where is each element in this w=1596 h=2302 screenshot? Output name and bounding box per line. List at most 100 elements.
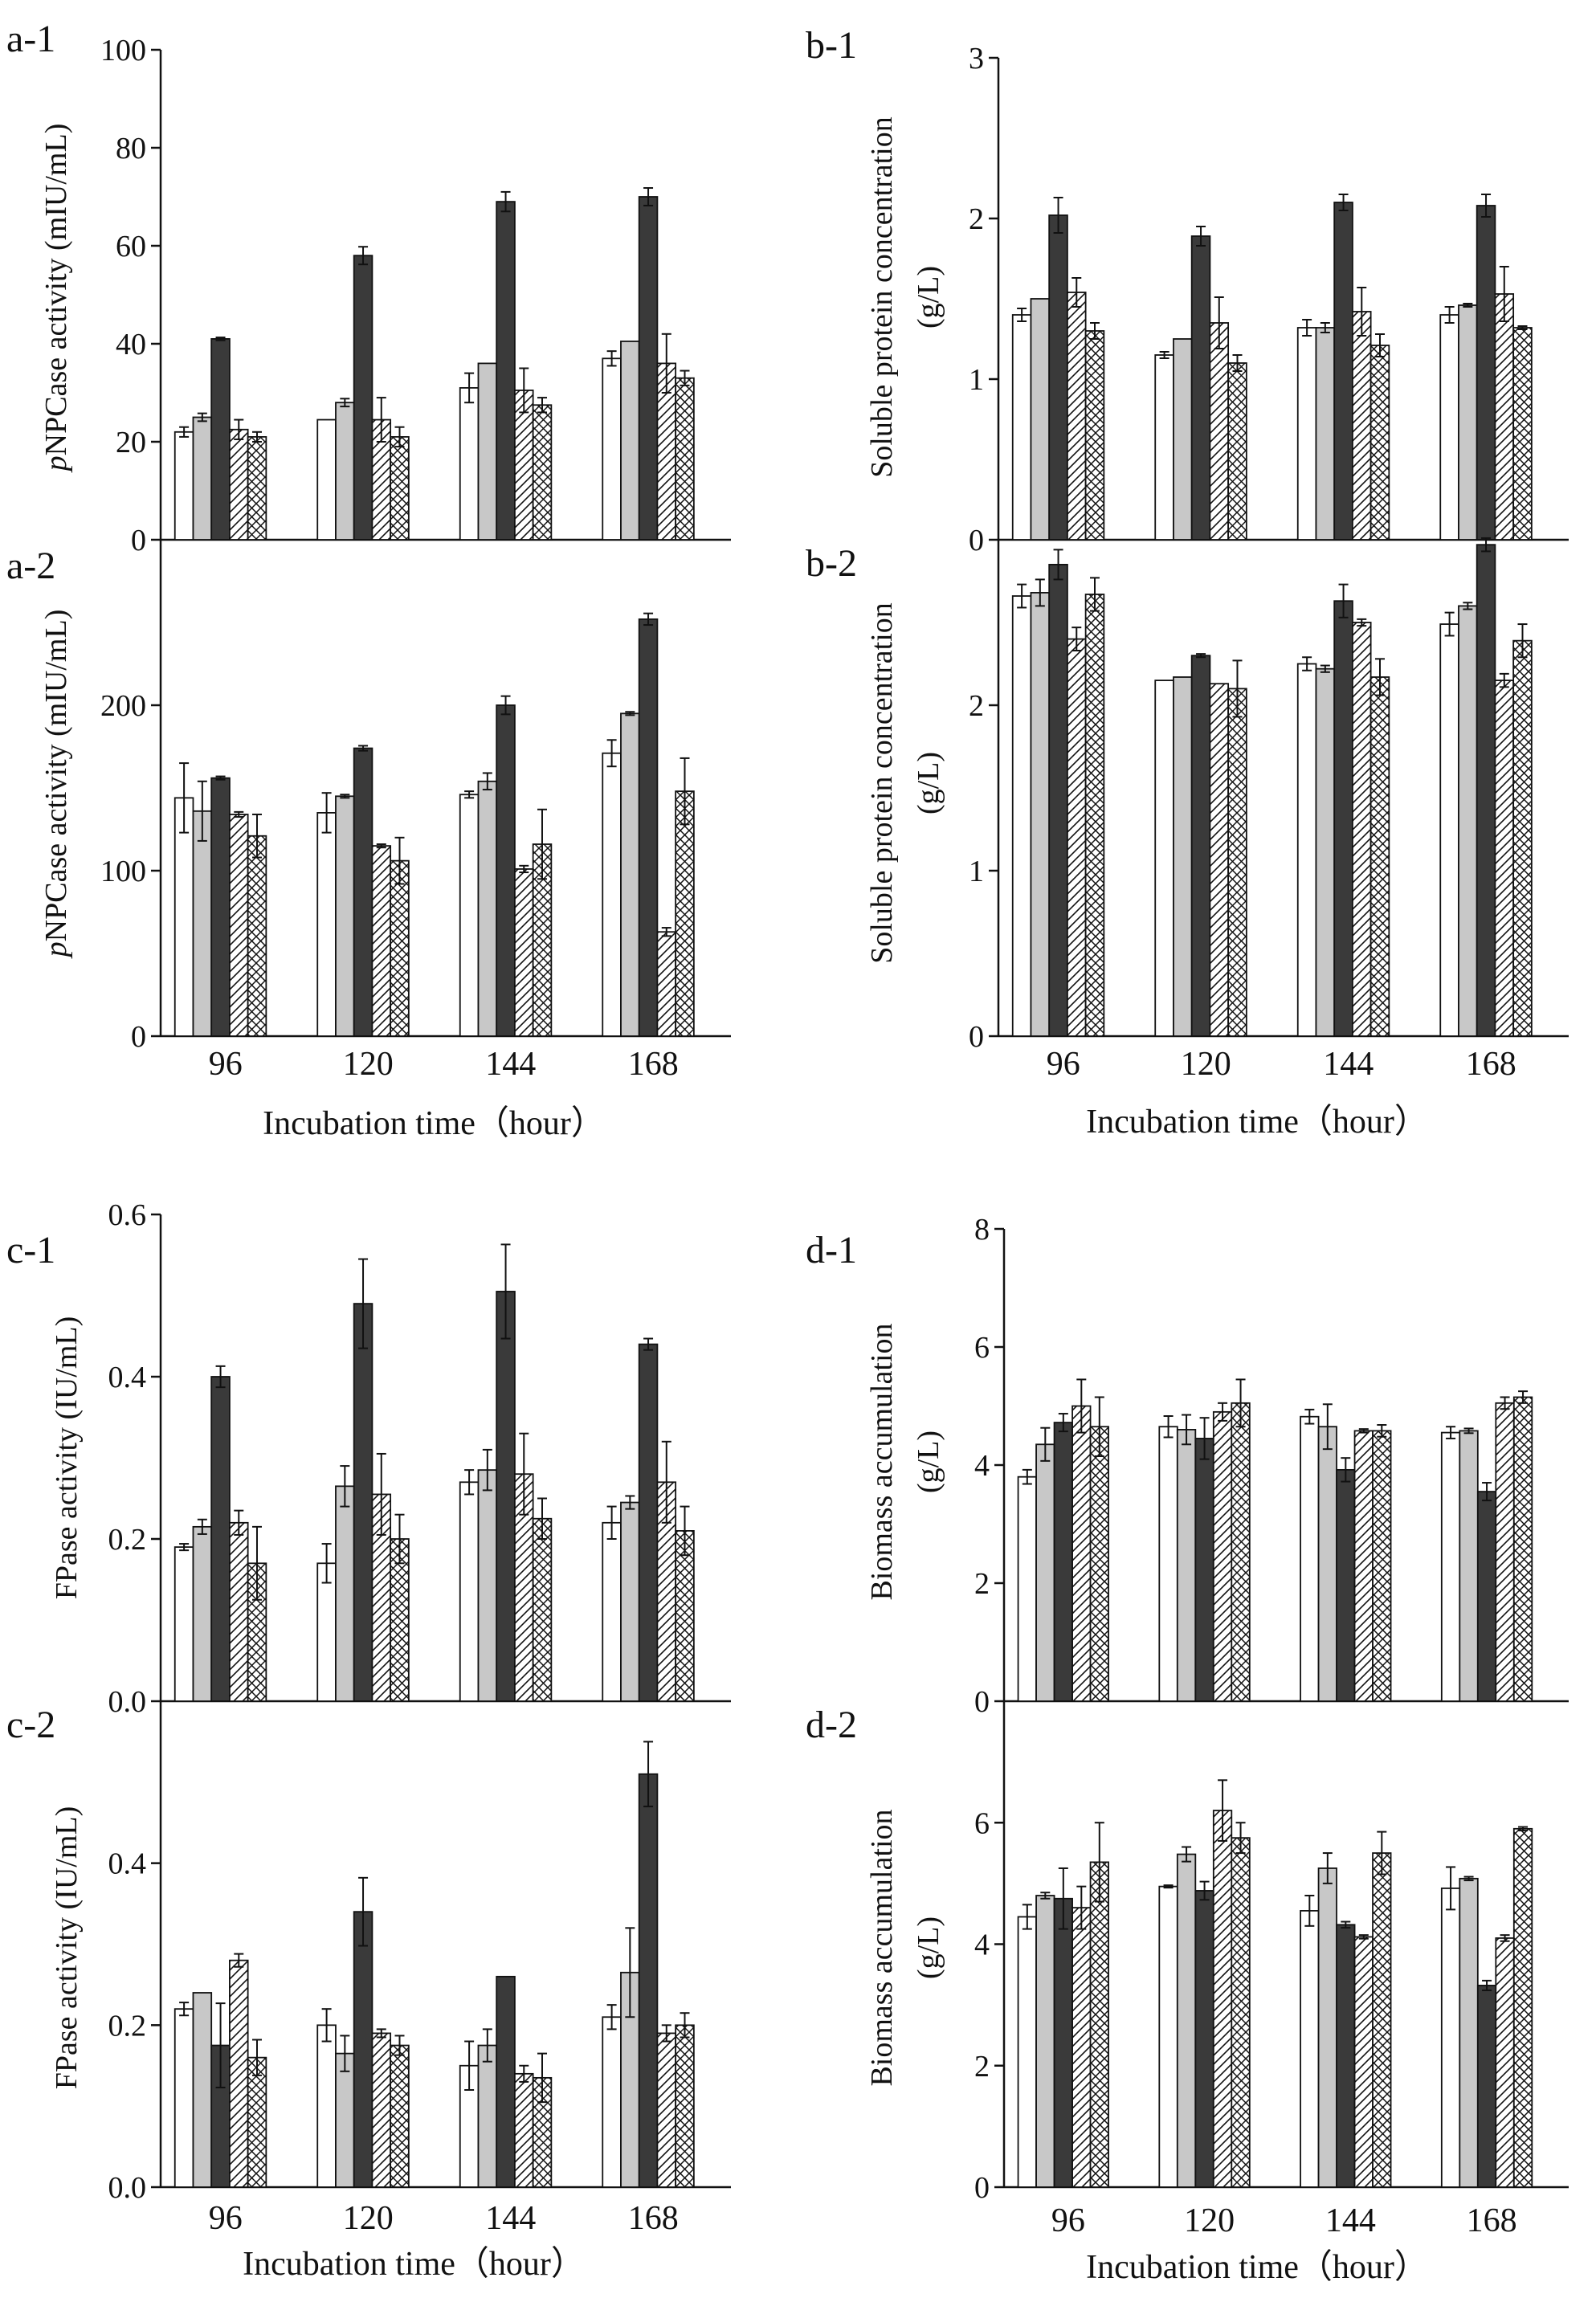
bar-dark-grey (1053, 1897, 1073, 2188)
bar-white (1439, 623, 1459, 1037)
bar-dark-grey (496, 1291, 516, 1702)
x-tick-label: 120 (1184, 2202, 1235, 2239)
bar-cross-hatched (675, 1530, 695, 1702)
y-axis-title: Biomass accumulation (865, 1809, 899, 2086)
x-axis-title-c: Incubation time（hour） (243, 2246, 585, 2283)
bar-cross-hatched (1227, 362, 1247, 541)
bar-dark-grey (1333, 202, 1353, 541)
x-tick-label: 144 (485, 2200, 536, 2237)
bar-dark-grey (496, 1975, 516, 2188)
bar-dark-grey (638, 196, 659, 541)
bar-dark-grey (210, 337, 231, 541)
panel-label: b-2 (806, 542, 857, 585)
y-axis-title: Biomass accumulation (865, 1323, 899, 1600)
bar-dark-grey (638, 618, 659, 1037)
bar-hatched (1494, 293, 1515, 541)
bar-light-grey (1458, 605, 1478, 1037)
bar-hatched (1067, 292, 1087, 541)
bar-dark-grey (1476, 205, 1496, 541)
x-tick-label: 168 (628, 2200, 679, 2237)
y-tick-label: 3 (969, 42, 984, 76)
bar-cross-hatched (390, 2044, 410, 2188)
bar-cross-hatched (247, 2056, 267, 2188)
y-tick-label: 0 (974, 1685, 990, 1719)
y-tick-label: 0.2 (108, 1523, 147, 1557)
bar-dark-grey (210, 1376, 231, 1702)
y-axis-title: Soluble protein concentration (865, 116, 899, 478)
bar-white (1296, 663, 1317, 1037)
bar-cross-hatched (247, 436, 267, 541)
bar-white (1158, 1885, 1178, 2188)
bar-dark-grey (1194, 1438, 1214, 1702)
y-tick-label: 6 (974, 1331, 990, 1365)
bar-light-grey (335, 1485, 355, 1702)
bar-dark-grey (1476, 1491, 1497, 1702)
bar-hatched (1495, 1402, 1515, 1702)
bar-light-grey (192, 416, 213, 541)
panel-d-1: d-1 0 2 4 6 8 Biomass accumulation (g/L) (806, 1213, 1569, 1719)
bar-hatched (1212, 1410, 1233, 1702)
bar-white (316, 812, 337, 1037)
bar-hatched (1352, 311, 1372, 541)
y-axis-title: pNPCase activity (mIU/mL) (39, 610, 73, 960)
bar-white (1154, 354, 1174, 541)
bar-hatched (514, 2072, 534, 2188)
bar-hatched (1495, 1937, 1515, 2188)
x-tick-label: 120 (343, 2200, 394, 2237)
bar-cross-hatched (1369, 676, 1390, 1037)
x-tick-label: 120 (1181, 1046, 1231, 1083)
bar-dark-grey (638, 1343, 659, 1702)
bar-hatched (1209, 683, 1230, 1037)
bar-hatched (229, 814, 249, 1037)
bar-hatched (1212, 1810, 1233, 2188)
y-tick-label: 2 (969, 689, 984, 723)
bar-dark-grey (1190, 655, 1211, 1037)
bar-hatched (1353, 1430, 1374, 1702)
x-tick-label: 96 (1051, 2202, 1085, 2239)
bar-light-grey (1035, 1443, 1055, 1702)
bar-cross-hatched (247, 835, 267, 1037)
y-axis-title: pNPCase activity (mIU/mL) (39, 124, 73, 474)
bar-dark-grey (1053, 1422, 1073, 1702)
bar-hatched (229, 428, 249, 541)
bar-light-grey (1315, 327, 1336, 541)
y-tick-label: 0.0 (108, 2171, 147, 2205)
x-tick-label: 168 (1466, 1046, 1516, 1083)
bar-light-grey (192, 1525, 213, 1702)
x-tick-label: 96 (1047, 1046, 1080, 1083)
bar-cross-hatched (675, 377, 695, 541)
bar-cross-hatched (532, 1517, 553, 1702)
y-tick-label: 0.4 (108, 1847, 147, 1881)
bar-white (1440, 1431, 1461, 1702)
bar-hatched (229, 1959, 249, 2188)
bar-hatched (1353, 1936, 1374, 2188)
bar-cross-hatched (1084, 330, 1105, 541)
bar-dark-grey (1333, 600, 1353, 1037)
bar-cross-hatched (390, 859, 410, 1037)
y-tick-label: 0.0 (108, 1685, 147, 1719)
bar-white (602, 1521, 622, 1702)
bar-white (1017, 1916, 1037, 2188)
y-axis-title-unit: (g/L) (912, 1431, 945, 1493)
y-axis-title-rest: NPCase activity (mIU/mL) (39, 610, 73, 942)
bar-light-grey (335, 795, 355, 1037)
y-axis-title-rest: NPCase activity (mIU/mL) (39, 124, 73, 456)
bar-cross-hatched (1512, 1827, 1533, 2188)
panel-label: a-2 (6, 545, 55, 587)
bar-light-grey (335, 2052, 355, 2188)
bar-cross-hatched (675, 2024, 695, 2188)
bar-light-grey (1173, 676, 1193, 1037)
bar-white (1440, 1888, 1461, 2188)
y-tick-label: 6 (974, 1806, 990, 1840)
bar-white (602, 752, 622, 1037)
bar-light-grey (335, 402, 355, 541)
bar-hatched (656, 2032, 677, 2188)
bar-light-grey (1317, 1426, 1337, 1702)
y-tick-label: 0.6 (108, 1198, 147, 1232)
panel-b-2: b-2 0 1 2 Soluble protein concentration (g/L)… (806, 537, 1569, 1083)
bar-dark-grey (1048, 564, 1068, 1037)
bar-hatched (229, 1521, 249, 1702)
bar-light-grey (1317, 1867, 1337, 2188)
x-tick-label: 120 (343, 1046, 394, 1083)
